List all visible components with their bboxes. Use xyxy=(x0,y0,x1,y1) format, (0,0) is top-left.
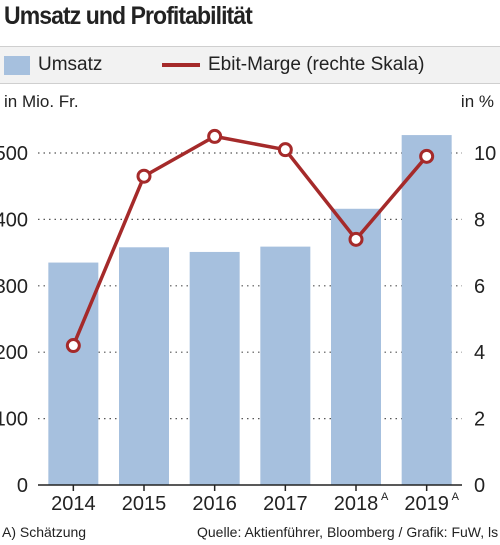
point-ebit-marge-2018 xyxy=(348,231,364,247)
bar-umsatz-2018 xyxy=(331,208,381,485)
y-left-tick-label: 100 xyxy=(0,409,28,431)
point-ebit-marge-2019 xyxy=(419,148,435,164)
point-ebit-marge-2015 xyxy=(136,168,152,184)
bar-umsatz-2017 xyxy=(260,246,311,485)
y-right-tick-label: 4 xyxy=(474,342,485,364)
point-ebit-marge-2017 xyxy=(277,142,293,158)
bar-umsatz-2019 xyxy=(401,135,452,485)
bar-umsatz-2016 xyxy=(189,251,240,485)
y-right-tick-label: 8 xyxy=(474,209,485,231)
footnote-estimate: A) Schätzung xyxy=(2,524,87,540)
x-tick-superscript: A xyxy=(381,491,389,503)
x-tick-label: 2015 xyxy=(122,493,167,515)
legend-item-umsatz: Umsatz xyxy=(4,47,102,83)
point-ebit-marge-2014 xyxy=(65,338,81,354)
left-axis-unit: in Mio. Fr. xyxy=(4,92,79,111)
legend-label-umsatz: Umsatz xyxy=(38,54,103,75)
y-right-tick-label: 2 xyxy=(474,409,485,431)
legend-swatch-umsatz xyxy=(4,55,30,75)
y-left-tick-label: 400 xyxy=(0,209,28,231)
x-tick-label: 2018 xyxy=(334,493,379,515)
bar-umsatz-2014 xyxy=(48,262,99,485)
point-ebit-marge-2016 xyxy=(207,128,223,144)
chart-title: Umsatz und Profitabilität xyxy=(4,2,253,30)
y-left-tick-label: 500 xyxy=(0,143,28,165)
y-right-tick-label: 6 xyxy=(474,276,485,298)
x-tick-label: 2019 xyxy=(404,493,449,515)
x-tick-superscript: A xyxy=(452,491,460,503)
footnote-source: Quelle: Aktienführer, Bloomberg / Grafik… xyxy=(197,524,499,540)
bar-umsatz-2015 xyxy=(119,247,169,485)
line-ebit-marge xyxy=(71,134,428,347)
x-tick-label: 2016 xyxy=(192,493,237,515)
legend: Umsatz Ebit-Marge (rechte Skala) xyxy=(0,46,500,84)
legend-item-ebit-marge: Ebit-Marge (rechte Skala) xyxy=(162,47,424,83)
x-tick-label: 2017 xyxy=(263,493,308,515)
y-left-tick-label: 300 xyxy=(0,276,28,298)
legend-line-ebit-marge xyxy=(162,63,200,67)
x-tick-label: 2014 xyxy=(51,493,96,515)
right-axis-unit: in % xyxy=(460,92,494,111)
y-left-tick-label: 0 xyxy=(17,475,28,497)
y-left-tick-label: 200 xyxy=(0,342,28,364)
y-right-tick-label: 0 xyxy=(474,475,485,497)
legend-label-ebit-marge: Ebit-Marge (rechte Skala) xyxy=(208,54,425,75)
y-right-tick-label: 10 xyxy=(474,143,496,165)
